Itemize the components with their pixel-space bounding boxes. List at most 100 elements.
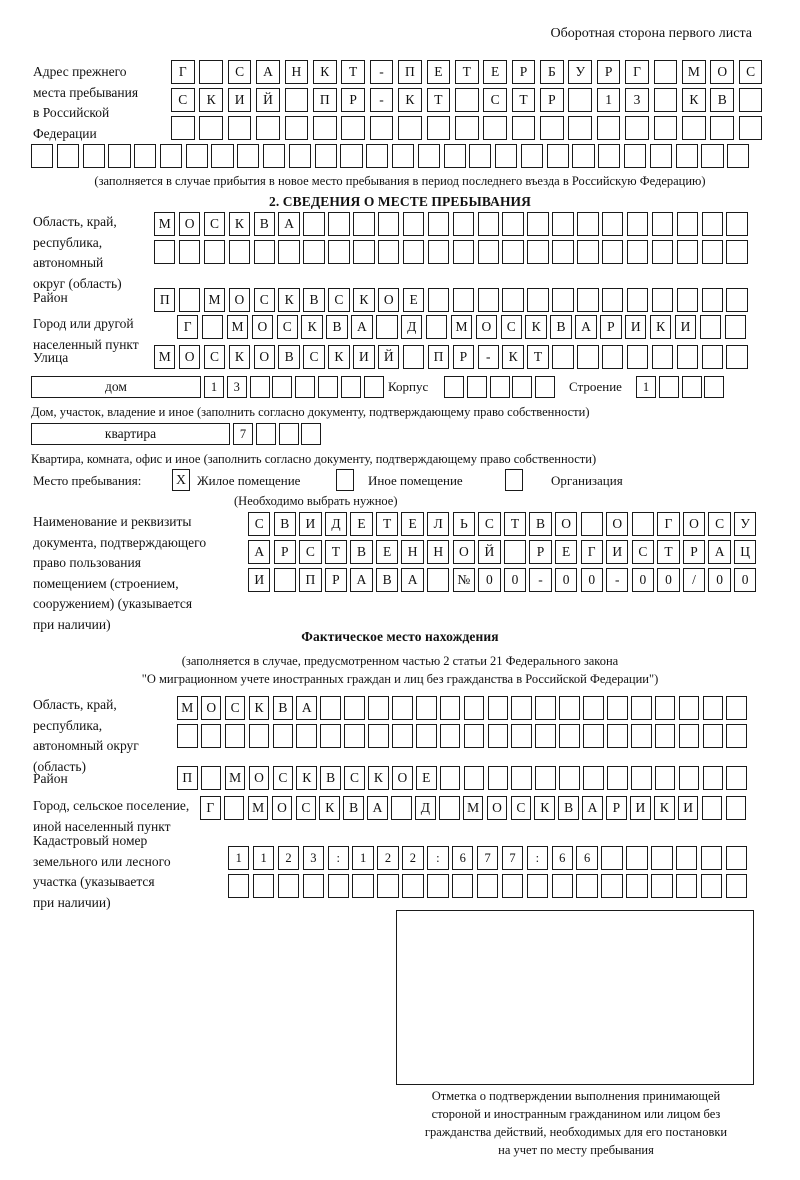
form-cell[interactable]: А — [401, 568, 424, 592]
form-cell[interactable]: 7 — [501, 846, 524, 870]
form-cell[interactable] — [368, 696, 389, 720]
form-cell[interactable] — [228, 240, 251, 264]
form-cell[interactable] — [223, 796, 245, 820]
form-cell[interactable]: Г — [625, 60, 649, 84]
form-cell[interactable]: В — [350, 540, 373, 564]
form-cell[interactable] — [392, 696, 413, 720]
form-cell[interactable]: 0 — [657, 568, 680, 592]
form-cell[interactable] — [402, 345, 425, 369]
form-cell[interactable] — [224, 724, 246, 748]
form-cell[interactable]: К — [228, 345, 251, 369]
form-cell[interactable] — [177, 724, 198, 748]
form-cell[interactable] — [676, 874, 698, 898]
form-cell[interactable] — [676, 240, 699, 264]
form-cell[interactable]: Т — [657, 540, 680, 564]
form-cell[interactable] — [583, 696, 604, 720]
form-cell[interactable]: К — [682, 88, 706, 112]
form-cell[interactable] — [444, 376, 464, 398]
form-cell[interactable]: О — [606, 512, 629, 536]
form-cell[interactable] — [701, 144, 724, 168]
form-cell[interactable] — [402, 240, 425, 264]
document-row-3[interactable]: И П Р А В А № 0 0-0 0-0 0/0 0 — [248, 568, 757, 592]
form-cell[interactable]: Е — [350, 512, 373, 536]
form-cell[interactable]: К — [525, 315, 547, 339]
form-cell[interactable] — [527, 212, 549, 236]
form-cell[interactable]: О — [486, 796, 508, 820]
form-cell[interactable] — [727, 144, 750, 168]
form-cell[interactable] — [466, 376, 487, 398]
form-cell[interactable] — [344, 696, 365, 720]
form-cell[interactable]: - — [606, 568, 629, 592]
previous-address-row-3[interactable] — [171, 116, 763, 140]
form-cell[interactable] — [702, 766, 724, 790]
form-cell[interactable]: 3 — [302, 846, 325, 870]
form-cell[interactable]: 0 — [478, 568, 501, 592]
form-cell[interactable] — [726, 212, 748, 236]
form-cell[interactable]: : — [427, 846, 449, 870]
form-cell[interactable]: В — [343, 796, 364, 820]
form-cell[interactable] — [171, 116, 195, 140]
form-cell[interactable] — [483, 116, 507, 140]
form-cell[interactable] — [540, 116, 564, 140]
form-cell[interactable] — [328, 240, 350, 264]
form-cell[interactable]: К — [649, 315, 672, 339]
form-cell[interactable] — [252, 874, 275, 898]
form-cell[interactable]: О — [251, 315, 274, 339]
section2-region-row-2[interactable] — [154, 240, 748, 264]
form-cell[interactable] — [301, 423, 322, 445]
form-cell[interactable] — [678, 724, 700, 748]
form-cell[interactable]: В — [710, 88, 735, 112]
form-cell[interactable]: В — [320, 766, 341, 790]
form-cell[interactable] — [295, 376, 316, 398]
form-cell[interactable] — [511, 724, 533, 748]
form-cell[interactable]: 1 — [252, 846, 275, 870]
form-cell[interactable]: А — [256, 60, 280, 84]
form-cell[interactable] — [701, 288, 723, 312]
form-cell[interactable] — [402, 212, 425, 236]
form-cell[interactable]: В — [303, 288, 325, 312]
form-cell[interactable]: И — [625, 315, 647, 339]
form-cell[interactable] — [651, 874, 673, 898]
form-cell[interactable] — [559, 696, 580, 720]
form-cell[interactable] — [443, 144, 466, 168]
form-cell[interactable] — [402, 874, 424, 898]
form-cell[interactable] — [31, 144, 54, 168]
form-cell[interactable]: Е — [554, 540, 578, 564]
form-cell[interactable]: А — [248, 540, 271, 564]
form-cell[interactable] — [302, 874, 325, 898]
form-cell[interactable]: М — [154, 345, 176, 369]
form-cell[interactable] — [108, 144, 131, 168]
form-cell[interactable] — [199, 60, 223, 84]
form-cell[interactable] — [725, 796, 747, 820]
form-cell[interactable]: Б — [540, 60, 564, 84]
form-cell[interactable] — [503, 540, 527, 564]
form-cell[interactable] — [253, 240, 275, 264]
form-cell[interactable]: С — [738, 60, 763, 84]
flat-number-cells[interactable]: 7 — [233, 423, 322, 445]
form-cell[interactable]: 0 — [580, 568, 603, 592]
form-cell[interactable] — [296, 724, 318, 748]
form-cell[interactable]: Р — [600, 315, 622, 339]
form-cell[interactable]: О — [554, 512, 578, 536]
form-cell[interactable] — [463, 766, 485, 790]
form-cell[interactable] — [476, 874, 499, 898]
form-cell[interactable] — [284, 116, 309, 140]
form-cell[interactable]: В — [550, 315, 572, 339]
form-cell[interactable]: Й — [256, 88, 280, 112]
form-cell[interactable]: У — [568, 60, 593, 84]
form-cell[interactable]: № — [452, 568, 476, 592]
form-cell[interactable] — [277, 874, 300, 898]
form-cell[interactable]: 7 — [233, 423, 253, 445]
form-cell[interactable] — [630, 696, 652, 720]
form-cell[interactable] — [726, 288, 748, 312]
form-cell[interactable] — [512, 376, 533, 398]
form-cell[interactable] — [452, 240, 475, 264]
form-cell[interactable]: М — [203, 288, 226, 312]
form-cell[interactable]: И — [248, 568, 271, 592]
form-cell[interactable]: 1 — [352, 846, 374, 870]
